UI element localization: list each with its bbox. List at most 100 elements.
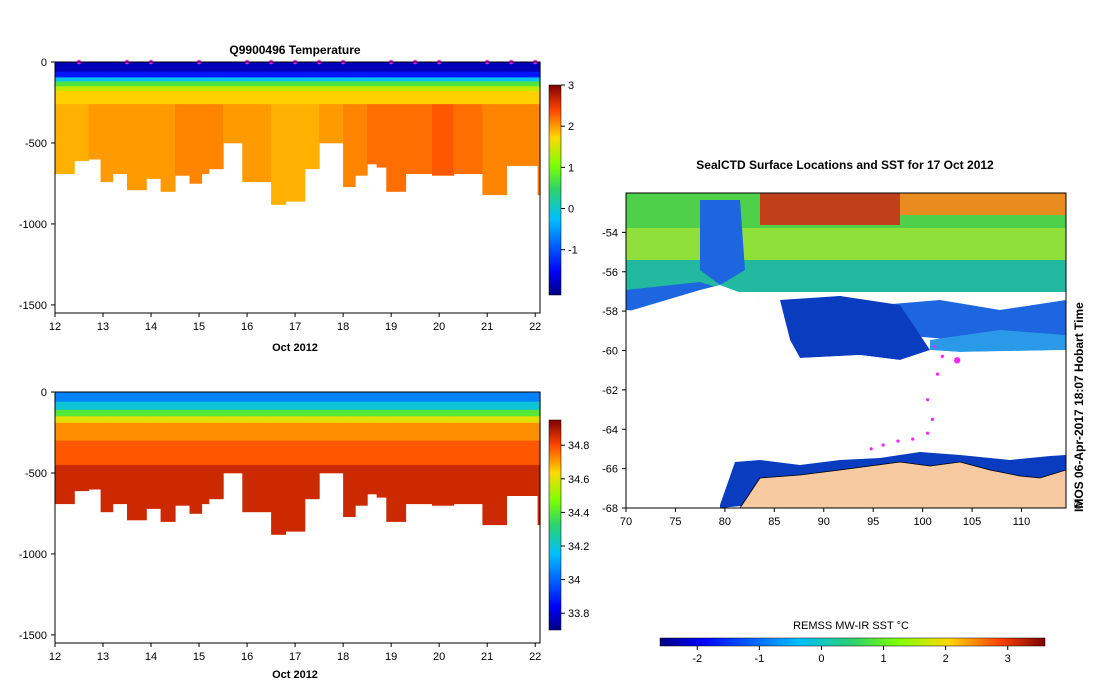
temperature-y-ticks: 0 -500 -1000 -1500: [19, 57, 55, 312]
section-cell: [482, 416, 507, 424]
section-cell: [343, 86, 356, 92]
section-cell: [127, 77, 147, 82]
section-cell: [189, 422, 203, 441]
section-cell: [482, 104, 507, 196]
section-cell: [189, 416, 203, 424]
sst-warm-patch: [760, 193, 900, 225]
section-cell: [304, 416, 320, 424]
section-cell: [537, 416, 541, 424]
section-cell: [88, 104, 102, 160]
section-cell: [208, 77, 224, 82]
section-cell: [175, 81, 190, 87]
section-cell: [386, 62, 407, 72]
section-cell: [112, 77, 128, 82]
section-cell: [175, 422, 190, 441]
section-cell: [88, 77, 102, 82]
section-cell: [223, 86, 243, 92]
section-cell: [319, 409, 344, 417]
section-cell: [74, 81, 90, 87]
section-cell: [405, 401, 433, 411]
section-cell: [201, 77, 210, 82]
section-cell: [175, 86, 190, 92]
section-cell: [285, 416, 306, 424]
section-cell: [304, 409, 320, 417]
section-cell: [146, 81, 162, 87]
section-cell: [343, 416, 356, 424]
seal-location: [930, 417, 935, 421]
map-y-tick-label: -54: [602, 227, 618, 239]
section-cell: [355, 81, 368, 87]
x-tick-label: 13: [97, 651, 109, 663]
section-cell: [223, 416, 243, 424]
section-cell: [432, 440, 455, 466]
section-cell: [242, 440, 272, 466]
section-cell: [432, 86, 455, 92]
section-cell: [242, 422, 272, 441]
section-cell: [319, 71, 344, 78]
temperature-section-panel: Q9900496 Temperature 12 13 14 15 16 17 18 19 20 2…: [19, 43, 578, 354]
section-cell: [189, 409, 203, 417]
section-cell: [405, 104, 433, 174]
x-tick-label: 16: [241, 651, 253, 663]
section-cell: [55, 91, 75, 105]
section-cell: [189, 77, 203, 82]
section-cell: [386, 401, 407, 411]
section-cell: [386, 104, 407, 192]
section-cell: [74, 401, 90, 411]
section-cell: [271, 416, 287, 424]
section-cell: [55, 464, 75, 505]
section-cell: [355, 104, 368, 176]
section-cell: [271, 422, 287, 441]
sst-map-panel: SealCTD Surface Locations and SST for 17…: [602, 158, 1086, 665]
section-cell: [376, 91, 387, 105]
section-cell: [386, 392, 407, 402]
section-cell: [55, 401, 75, 411]
section-cell: [355, 86, 368, 92]
section-cell: [537, 62, 541, 72]
section-cell: [100, 104, 114, 183]
colorbar-tick-label: 34.2: [568, 541, 589, 553]
seal-location: [896, 439, 900, 443]
section-cell: [100, 91, 114, 105]
sst-colorbar-tick-label: -1: [754, 653, 764, 665]
section-cell: [482, 71, 507, 78]
imos-credit: IMOS 06-Apr-2017 18:07 Hobart Time: [1072, 302, 1086, 512]
section-cell: [405, 416, 433, 424]
section-cell: [367, 81, 378, 87]
section-cell: [482, 422, 507, 441]
x-tick-label: 19: [385, 651, 397, 663]
section-cell: [304, 422, 320, 441]
section-cell: [355, 62, 368, 72]
section-cell: [146, 416, 162, 424]
sst-colorbar-tick-label: 1: [880, 653, 886, 665]
section-cell: [112, 409, 128, 417]
temperature-data-cells: [55, 62, 541, 205]
section-cell: [242, 91, 272, 105]
colorbar-tick-label: 2: [568, 121, 574, 133]
colorbar-tick-label: 3: [568, 80, 574, 92]
section-cell: [285, 104, 306, 202]
section-cell: [482, 464, 507, 526]
x-tick-label: 12: [49, 651, 61, 663]
section-cell: [506, 62, 539, 72]
y-tick-label: -500: [25, 138, 47, 150]
section-cell: [304, 62, 320, 72]
section-cell: [242, 86, 272, 92]
section-cell: [74, 104, 90, 162]
section-cell: [175, 440, 190, 466]
section-cell: [146, 440, 162, 466]
section-cell: [189, 401, 203, 411]
section-cell: [271, 440, 287, 466]
section-cell: [367, 104, 378, 165]
section-cell: [100, 77, 114, 82]
seal-track: [869, 345, 961, 451]
section-cell: [453, 81, 483, 87]
section-cell: [201, 422, 210, 441]
section-cell: [537, 409, 541, 417]
section-cell: [343, 440, 356, 466]
map-y-tick-label: -68: [602, 503, 618, 515]
section-cell: [112, 401, 128, 411]
section-cell: [74, 409, 90, 417]
section-cell: [74, 440, 90, 466]
section-cell: [146, 71, 162, 78]
